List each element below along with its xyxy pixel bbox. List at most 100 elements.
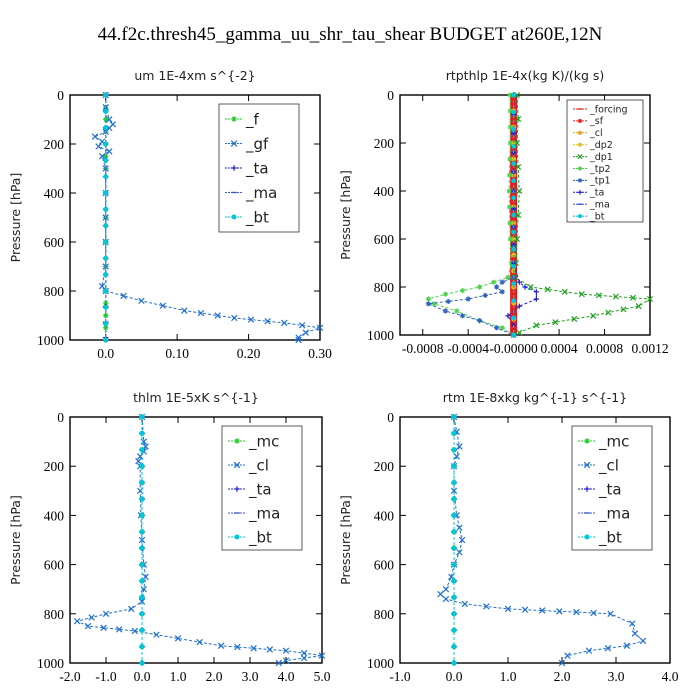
marker-cross (84, 622, 92, 630)
marker-star (102, 300, 109, 307)
marker-star (507, 108, 513, 114)
legend-entry: _dp1 (573, 152, 613, 163)
marker-dot (139, 660, 145, 666)
marker-dot (511, 229, 516, 235)
marker-cross (214, 312, 221, 319)
legend-label: _bt (245, 208, 269, 227)
marker-cross (461, 600, 469, 608)
marker-cross (442, 595, 450, 603)
marker-cross (635, 303, 642, 310)
series-bt (103, 92, 109, 343)
chart-panel-2: rtpthlp 1E-4x(kg K)/(kg s) Pressure [hPa]… (338, 68, 669, 356)
legend-box (221, 425, 303, 551)
y-tick-label: 0 (57, 88, 64, 103)
marker-cross (135, 458, 142, 465)
marker-cross (73, 617, 81, 625)
marker-cross (233, 461, 241, 469)
legend-label: _gf (245, 135, 269, 154)
marker-cross (181, 307, 188, 314)
legend-entry: _ta (228, 480, 272, 499)
marker-star (234, 438, 240, 444)
panel-title: thlm 1E-5xK s^{-1} (133, 390, 259, 405)
marker-cross (628, 620, 636, 627)
legend-label: _ta (589, 188, 604, 199)
marker-cross (264, 317, 271, 325)
marker-dot (451, 512, 457, 518)
marker-star (459, 288, 466, 294)
x-tick-label: -1.0 (389, 669, 411, 684)
marker-cross (318, 652, 326, 659)
marker-cross (98, 282, 106, 290)
panel-title: rtm 1E-8xkg kg^{-1} s^{-1} (443, 390, 627, 405)
legend-entry: _sf (573, 116, 604, 127)
y-tick-label: 0 (57, 410, 64, 425)
marker-star (577, 166, 583, 171)
marker-dot (511, 332, 516, 338)
y-tick-label: 400 (44, 508, 65, 523)
legend-label: _sf (589, 116, 604, 127)
marker-star (505, 274, 511, 280)
marker-cross (453, 453, 460, 460)
marker-star (577, 130, 583, 135)
y-axis-label: Pressure [hPa] (338, 170, 353, 260)
x-tick-label: -0.0008 (402, 341, 444, 356)
legend-label: _ma (248, 504, 280, 523)
marker-cross (561, 288, 568, 295)
plot-frame (399, 416, 671, 664)
marker-dot (103, 337, 109, 343)
marker-dot (139, 545, 145, 551)
legend-entry: _ta (225, 159, 269, 178)
y-axis-label: Pressure [hPa] (8, 495, 23, 585)
marker-cross (544, 286, 551, 293)
marker-cross (456, 549, 463, 556)
y-tick-label: 1000 (37, 333, 64, 348)
marker-plus (533, 296, 539, 302)
marker-dot (139, 414, 145, 420)
panel-title: um 1E-4xm s^{-2} (134, 68, 255, 83)
series-cl (437, 413, 647, 667)
marker-star (506, 204, 513, 210)
marker-dot (139, 644, 145, 650)
marker-cross (437, 590, 444, 598)
y-tick-label: 200 (44, 459, 65, 474)
marker-dot (451, 644, 457, 650)
y-tick-label: 800 (44, 284, 65, 299)
marker-star (499, 325, 505, 331)
legend-entry: _mc (228, 432, 279, 451)
chart-panel-4: rtm 1E-8xkg kg^{-1} s^{-1} Pressure [hPa]… (338, 390, 679, 684)
marker-cross (295, 334, 302, 341)
marker-dot (511, 236, 516, 242)
legend-entry: _bt (228, 528, 272, 547)
marker-cross (300, 654, 308, 662)
y-tick-label: 200 (374, 136, 395, 151)
marker-dot (511, 264, 516, 269)
y-tick-label: 600 (374, 232, 395, 247)
x-tick-label: 1.0 (500, 669, 517, 684)
marker-dot (451, 414, 457, 420)
marker-cross (234, 643, 241, 651)
x-tick-label: 0.0 (134, 669, 151, 684)
marker-cross (623, 642, 631, 650)
marker-star (454, 308, 460, 314)
marker-cross (516, 187, 523, 195)
marker-star (507, 236, 513, 242)
y-tick-label: 600 (44, 558, 65, 573)
marker-dot (451, 562, 457, 568)
marker-cross (91, 133, 99, 140)
x-tick-label: -1.0 (95, 669, 117, 684)
marker-dot (139, 594, 145, 600)
marker-dot (511, 246, 516, 252)
marker-star (507, 140, 513, 146)
legend: _forcing_sf_cl_dp2_dp1_tp2_tp1_ta_ma_bt (566, 99, 644, 222)
legend-label: _tp1 (589, 176, 611, 187)
legend: _mc _cl _ta _ma _bt (571, 425, 653, 551)
marker-cross (231, 314, 238, 322)
marker-dot (103, 125, 109, 131)
marker-cross (266, 646, 274, 653)
plot-frame (69, 94, 321, 341)
marker-plus (577, 190, 583, 195)
marker-cross (100, 624, 107, 631)
x-tick-label: -2.0 (59, 669, 81, 684)
y-tick-label: 200 (374, 459, 395, 474)
legend-entry: _ta (573, 188, 604, 199)
